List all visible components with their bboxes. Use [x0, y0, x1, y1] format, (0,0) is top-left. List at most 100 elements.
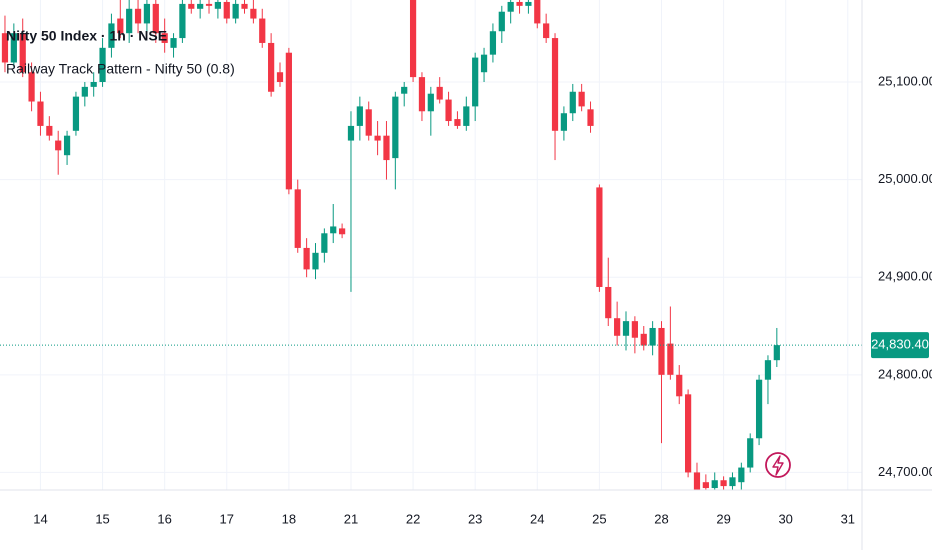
candle-body: [63, 135, 71, 156]
candle-body: [126, 8, 133, 34]
candle-body: [19, 33, 26, 73]
candle-body: [755, 379, 763, 439]
candle-body: [321, 233, 328, 253]
candle-body: [498, 11, 505, 32]
candle-body: [161, 33, 168, 43]
candle-body: [685, 394, 692, 473]
candle-body: [294, 189, 301, 248]
x-tick-label: 21: [344, 511, 358, 526]
candle-body: [81, 86, 88, 97]
candle-body: [622, 321, 630, 336]
candle-body: [693, 472, 701, 490]
x-tick-label: 18: [282, 511, 296, 526]
candle-body: [117, 18, 124, 34]
candle-body: [569, 91, 576, 114]
candle-body: [179, 3, 186, 39]
candle-body: [55, 140, 62, 151]
x-tick-label: 31: [841, 511, 855, 526]
candle-body: [303, 247, 310, 270]
candle-body: [729, 477, 736, 487]
candle-body: [108, 23, 115, 48]
candle-body: [427, 93, 434, 112]
candle-body: [214, 1, 222, 9]
candle-body: [241, 3, 248, 9]
candle-body: [250, 8, 257, 19]
candle-body: [28, 72, 35, 102]
candle-body: [525, 1, 532, 6]
candle-body: [578, 91, 585, 107]
candle-body: [365, 109, 372, 136]
alert-icon[interactable]: [765, 452, 791, 478]
x-tick-label: 16: [157, 511, 171, 526]
candle-body: [223, 1, 230, 19]
candle-body: [436, 86, 443, 100]
candle-body: [188, 3, 195, 9]
candle-body: [631, 321, 638, 338]
candle-body: [489, 31, 497, 55]
candle-body: [543, 23, 550, 39]
x-tick-label: 22: [406, 511, 420, 526]
candle-body: [37, 101, 44, 126]
candle-body: [711, 480, 718, 489]
y-tick-label: 24,800.00: [878, 366, 932, 381]
x-tick-label: 15: [95, 511, 109, 526]
indicator-name: Railway Track Pattern - Nifty 50 (0.8): [6, 61, 235, 77]
candle-body: [551, 38, 559, 131]
candle-body: [409, 0, 417, 78]
candle-body: [445, 99, 452, 122]
candle-body: [338, 228, 346, 235]
candle-body: [507, 1, 514, 12]
candle-body: [330, 226, 337, 234]
candle-body: [170, 38, 177, 48]
candle-body: [383, 135, 390, 161]
candle-body: [605, 286, 612, 319]
candle-body: [418, 77, 426, 112]
candle-body: [560, 113, 568, 131]
candle-body: [197, 3, 204, 9]
x-tick-label: 14: [33, 511, 47, 526]
candle-body: [640, 333, 647, 346]
candles-layer: [1, 0, 780, 490]
x-tick-label: 25: [592, 511, 606, 526]
candle-body: [702, 482, 709, 489]
candle-body: [276, 72, 284, 82]
y-tick-label: 25,000.00: [878, 171, 932, 186]
candle-body: [356, 106, 363, 126]
candle-body: [392, 96, 399, 159]
candle-body: [764, 360, 772, 380]
x-tick-label: 28: [654, 511, 668, 526]
candle-body: [1, 33, 9, 63]
x-tick-label: 17: [220, 511, 234, 526]
candle-body: [268, 42, 275, 92]
candle-body: [99, 47, 106, 82]
candle-body: [143, 3, 151, 24]
x-tick-label: 29: [716, 511, 730, 526]
candle-body: [480, 54, 488, 73]
last-price-badge: [871, 332, 929, 359]
candle-body: [72, 96, 80, 131]
candle-body: [472, 57, 479, 107]
candle-body: [720, 480, 727, 487]
candle-body: [259, 18, 266, 43]
candle-body: [205, 3, 213, 6]
candle-body: [454, 119, 461, 126]
candle-body: [667, 343, 674, 375]
candle-body: [587, 109, 594, 126]
candle-body: [152, 3, 159, 34]
candle-body: [773, 345, 780, 361]
candle-body: [516, 1, 523, 6]
candle-body: [534, 0, 541, 24]
x-tick-label: 30: [778, 511, 792, 526]
candle-body: [90, 81, 97, 87]
candle-body: [649, 327, 656, 346]
y-tick-label: 25,100.00: [878, 73, 932, 88]
candle-body: [347, 125, 355, 141]
candle-body: [134, 8, 142, 24]
candle-body: [614, 318, 621, 336]
candle-body: [312, 252, 319, 270]
candle-body: [374, 135, 381, 141]
candle-body: [46, 125, 53, 136]
candle-body: [596, 187, 603, 287]
last-price-label: 24,830.40: [871, 337, 929, 352]
